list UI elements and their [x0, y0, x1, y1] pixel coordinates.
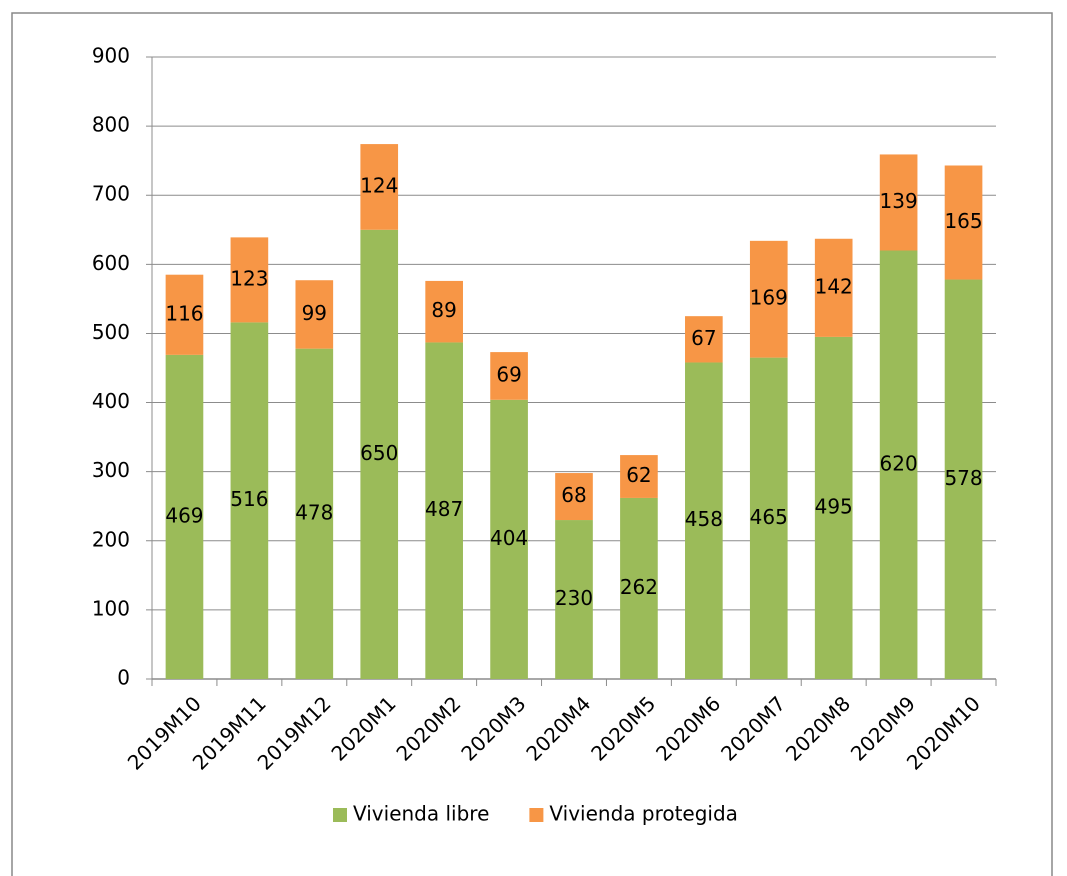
- data-label: 478: [295, 500, 333, 524]
- y-tick-label: 500: [92, 320, 130, 344]
- bar-segment: [620, 455, 658, 498]
- y-tick-label: 900: [92, 44, 130, 68]
- bar-segment: [879, 154, 918, 251]
- data-label: 469: [165, 503, 203, 527]
- bar-segment: [749, 357, 788, 679]
- bar-segment: [230, 237, 269, 323]
- bar-segment: [685, 362, 723, 679]
- bar-segment: [814, 238, 853, 337]
- data-label: 123: [230, 266, 268, 290]
- data-label: 495: [815, 494, 853, 518]
- bar-segment: [620, 497, 658, 679]
- data-label: 516: [230, 487, 268, 511]
- bar-segment: [360, 229, 399, 679]
- legend-label: Vivienda libre: [353, 802, 489, 826]
- data-label: 116: [165, 301, 203, 325]
- data-label: 142: [815, 274, 853, 298]
- data-label: 89: [431, 298, 456, 322]
- bar-segment: [555, 473, 593, 521]
- bar-segment: [879, 250, 918, 679]
- bar-segment: [165, 354, 204, 679]
- data-label: 262: [620, 575, 658, 599]
- data-label: 165: [944, 209, 982, 233]
- data-label: 487: [425, 497, 463, 521]
- bar-segment: [360, 144, 399, 230]
- bar-segment: [165, 274, 204, 355]
- legend-swatch: [333, 808, 347, 822]
- bar-segment: [295, 348, 334, 679]
- bar-segment: [425, 280, 463, 343]
- data-label: 620: [880, 451, 918, 475]
- data-label: 139: [880, 189, 918, 213]
- data-label: 67: [691, 326, 716, 350]
- data-label: 458: [685, 507, 723, 531]
- y-tick-label: 100: [92, 596, 130, 620]
- y-tick-label: 400: [92, 389, 130, 413]
- y-tick-label: 800: [92, 113, 130, 137]
- bar-segment: [944, 165, 983, 280]
- data-label: 124: [360, 173, 398, 197]
- data-label: 404: [490, 526, 528, 550]
- data-label: 99: [302, 301, 327, 325]
- bar-segment: [944, 279, 983, 679]
- y-tick-label: 600: [92, 251, 130, 275]
- data-label: 62: [626, 463, 651, 487]
- bar-segment: [749, 240, 788, 358]
- legend-label: Vivienda protegida: [549, 802, 738, 826]
- bar-segment: [490, 352, 528, 400]
- y-tick-label: 0: [117, 666, 130, 690]
- y-tick-label: 300: [92, 458, 130, 482]
- data-label: 169: [750, 286, 788, 310]
- legend-swatch: [529, 808, 544, 822]
- y-tick-label: 200: [92, 527, 130, 551]
- bar-segment: [295, 280, 334, 349]
- y-tick-label: 700: [92, 182, 130, 206]
- data-label: 69: [496, 362, 521, 386]
- data-label: 465: [750, 505, 788, 529]
- bar-segment: [425, 342, 463, 679]
- data-label: 230: [555, 586, 593, 610]
- data-label: 68: [561, 483, 586, 507]
- data-label: 578: [944, 466, 982, 490]
- bar-segment: [490, 399, 528, 679]
- bar-segment: [230, 322, 269, 679]
- bar-segment: [685, 316, 723, 363]
- bar-segment: [814, 336, 853, 679]
- bar-segment: [555, 520, 593, 679]
- data-label: 650: [360, 441, 398, 465]
